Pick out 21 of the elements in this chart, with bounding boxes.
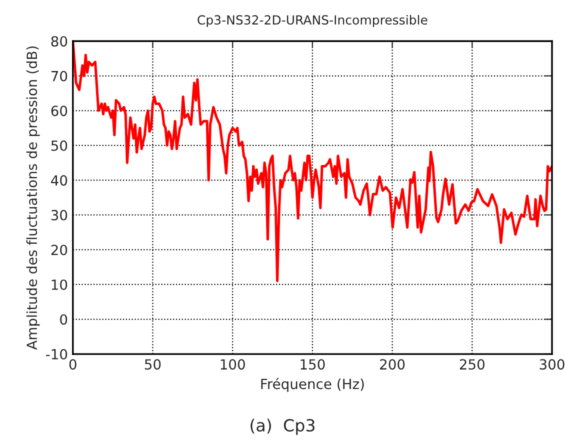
y-tick-label: 60 xyxy=(51,106,68,116)
y-axis-title: Amplitude des fluctuations de pression (dB) xyxy=(26,46,40,350)
y-tick-label: 40 xyxy=(51,175,68,186)
x-axis-title: Fréquence (Hz) xyxy=(261,378,364,392)
x-tick-label: 150 xyxy=(300,359,325,370)
x-tick-label: 100 xyxy=(220,359,245,370)
x-tick-label: 250 xyxy=(460,359,484,370)
y-tick-label: 10 xyxy=(52,279,68,290)
y-tick-label: 20 xyxy=(51,244,68,256)
y-tick-label: 50 xyxy=(51,140,68,151)
y-tick-label: 0 xyxy=(60,314,68,325)
y-tick-label: 30 xyxy=(51,210,68,220)
x-tick-label: 200 xyxy=(380,359,405,370)
chart-title: Cp3-NS32-2D-URANS-Incompressible xyxy=(198,14,428,28)
y-tick-label: 70 xyxy=(51,70,68,82)
y-tick-label: -10 xyxy=(46,348,68,360)
y-tick-label: 80 xyxy=(51,36,68,47)
x-tick-label: 0 xyxy=(69,359,76,370)
text: (a) Cp3 xyxy=(250,418,314,435)
x-tick-label: 300 xyxy=(540,359,564,370)
x-tick-label: 50 xyxy=(144,359,161,370)
